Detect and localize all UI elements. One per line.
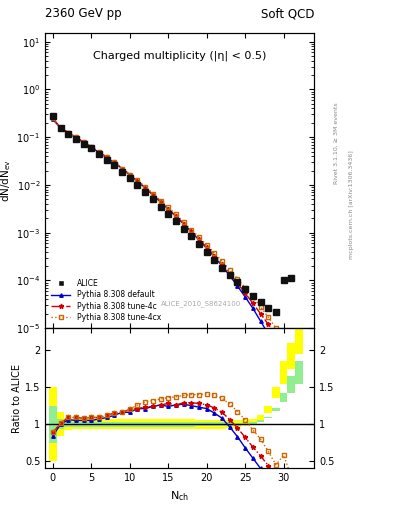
Text: Charged multiplicity (|η| < 0.5): Charged multiplicity (|η| < 0.5) <box>93 51 266 61</box>
Text: mcplots.cern.ch [arXiv:1306.3436]: mcplots.cern.ch [arXiv:1306.3436] <box>349 151 354 259</box>
X-axis label: N$_{\mathsf{ch}}$: N$_{\mathsf{ch}}$ <box>170 489 189 503</box>
Text: Rivet 3.1.10, ≥ 3M events: Rivet 3.1.10, ≥ 3M events <box>334 102 338 184</box>
Y-axis label: dN/dN$_{\mathsf{ev}}$: dN/dN$_{\mathsf{ev}}$ <box>0 159 13 202</box>
Legend: ALICE, Pythia 8.308 default, Pythia 8.308 tune-4c, Pythia 8.308 tune-4cx: ALICE, Pythia 8.308 default, Pythia 8.30… <box>49 277 163 324</box>
Text: Soft QCD: Soft QCD <box>261 8 314 20</box>
Y-axis label: Ratio to ALICE: Ratio to ALICE <box>12 364 22 433</box>
Text: 2360 GeV pp: 2360 GeV pp <box>45 8 122 20</box>
Text: ALICE_2010_S8624100: ALICE_2010_S8624100 <box>161 301 241 307</box>
